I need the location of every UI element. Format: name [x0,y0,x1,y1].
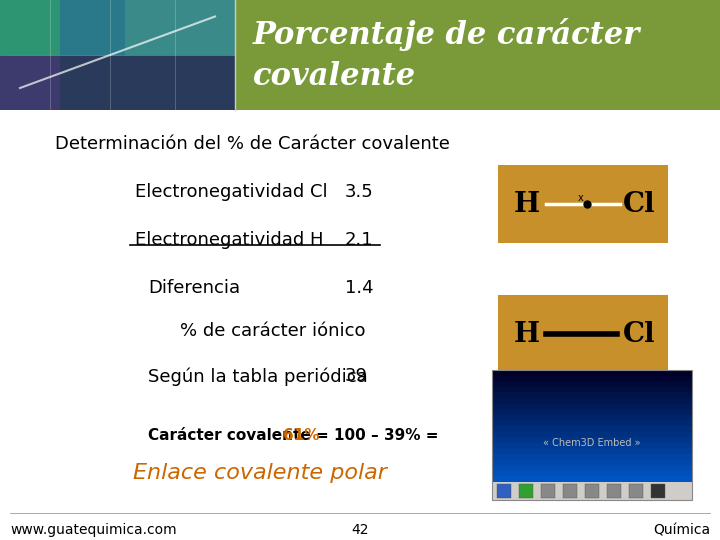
Bar [492,403,692,410]
Bar [492,465,692,471]
Bar [492,370,692,500]
Bar [563,484,577,498]
Text: 42: 42 [351,523,369,537]
Bar [585,484,599,498]
Text: x: x [578,193,584,203]
Bar [498,165,668,243]
Bar [492,393,692,399]
Bar [519,484,533,498]
Bar [541,484,555,498]
Bar [651,484,665,498]
Text: Electronegatividad Cl: Electronegatividad Cl [135,183,328,201]
Text: 3.5: 3.5 [345,183,374,201]
Text: www.guatequimica.com: www.guatequimica.com [10,523,176,537]
Text: Determinación del % de Carácter covalente: Determinación del % de Carácter covalent… [55,135,450,153]
Text: Electronegatividad H: Electronegatividad H [135,231,323,249]
Bar [492,376,692,382]
Text: % de carácter iónico: % de carácter iónico [179,322,365,340]
Bar [0,0,720,110]
Bar [492,387,692,393]
Text: « Chem3D Embed »: « Chem3D Embed » [544,438,641,448]
Bar [492,460,692,465]
Bar [0,0,235,55]
Text: Cl: Cl [623,191,655,218]
Text: Porcentaje de carácter
covalente: Porcentaje de carácter covalente [253,18,640,92]
Bar [629,484,643,498]
Text: 39: 39 [345,367,368,385]
Text: 2.1: 2.1 [345,231,374,249]
Bar [60,0,125,55]
Bar [492,421,692,427]
Text: H: H [514,321,540,348]
Bar [492,437,692,443]
Text: Según la tabla periódica: Según la tabla periódica [148,367,368,386]
Bar [492,415,692,421]
Bar [497,484,511,498]
Bar [492,482,692,500]
Bar [492,370,692,376]
Bar [0,55,60,110]
Bar [492,454,692,460]
Bar [492,409,692,415]
Bar [492,426,692,432]
Bar [0,55,235,110]
Bar [607,484,621,498]
Bar [492,476,692,483]
Text: 61%: 61% [283,428,320,443]
Bar [492,443,692,449]
Bar [0,0,60,55]
Bar [492,431,692,438]
Text: H: H [514,191,540,218]
Text: Carácter covalente = 100 – 39% =: Carácter covalente = 100 – 39% = [148,428,444,443]
Text: Enlace covalente polar: Enlace covalente polar [133,463,387,483]
Text: 1.4: 1.4 [345,279,374,297]
Text: Diferencia: Diferencia [148,279,240,297]
Bar [492,448,692,455]
Text: Cl: Cl [623,321,655,348]
Bar [492,398,692,404]
Bar [498,295,668,373]
Bar [492,381,692,387]
Text: Química: Química [653,523,710,537]
Bar [492,471,692,477]
